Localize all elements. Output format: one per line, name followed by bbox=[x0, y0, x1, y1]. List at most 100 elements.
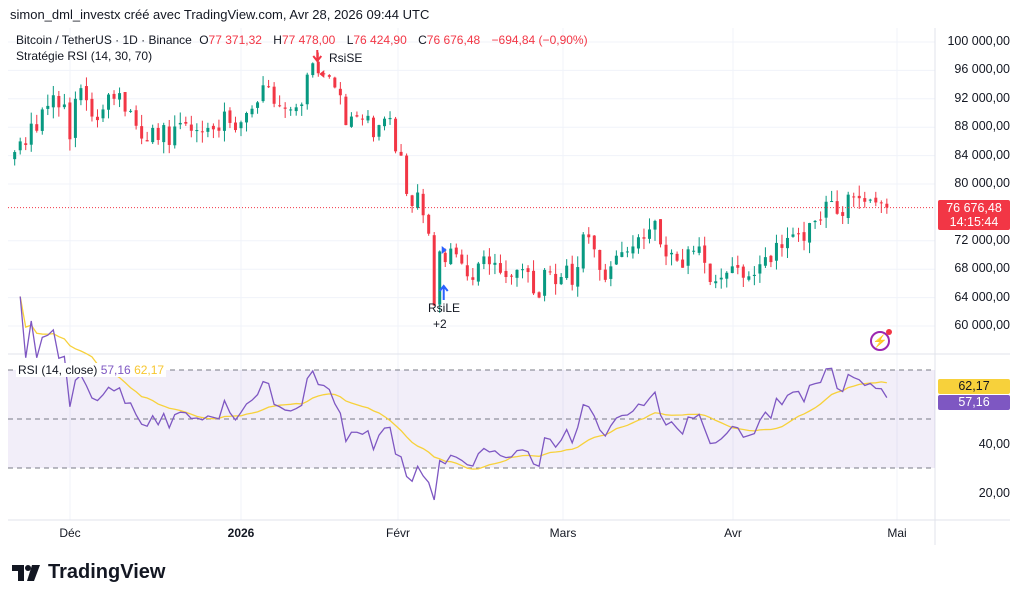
last-price-value: 76 676,48 bbox=[946, 201, 1002, 215]
lightning-alert-icon[interactable]: ⚡ bbox=[870, 329, 892, 351]
candle-body bbox=[327, 75, 331, 77]
candle-body bbox=[703, 245, 707, 263]
candle-body bbox=[211, 125, 215, 130]
candle-body bbox=[758, 264, 762, 274]
candle-body bbox=[868, 199, 872, 201]
candle-body bbox=[51, 95, 55, 108]
candle-body bbox=[587, 234, 591, 238]
high-value: 77 478,00 bbox=[281, 33, 336, 47]
candle-body bbox=[752, 274, 756, 277]
rsi-legend-value: 57,16 bbox=[100, 363, 131, 377]
candle-body bbox=[747, 276, 751, 280]
candle-body bbox=[543, 269, 547, 296]
candle-body bbox=[570, 263, 574, 285]
candle-body bbox=[405, 155, 409, 194]
candle-body bbox=[653, 220, 657, 230]
candle-body bbox=[79, 88, 83, 101]
candle-body bbox=[200, 131, 204, 133]
candle-body bbox=[598, 249, 602, 270]
candle-body bbox=[664, 244, 668, 257]
candle-body bbox=[178, 122, 182, 125]
time-label: Mars bbox=[549, 526, 577, 540]
notification-dot bbox=[886, 329, 892, 335]
candle-body bbox=[681, 259, 685, 268]
candle-body bbox=[785, 237, 789, 249]
candle-body bbox=[289, 109, 293, 111]
candle-body bbox=[162, 125, 166, 143]
candle-body bbox=[692, 250, 696, 252]
candle-body bbox=[272, 86, 276, 104]
candle-body bbox=[84, 86, 88, 101]
candle-body bbox=[134, 110, 138, 126]
candle-body bbox=[521, 269, 525, 271]
candle-body bbox=[383, 118, 387, 127]
price-axis-label: 96 000,00 bbox=[954, 62, 1010, 77]
candle-body bbox=[245, 113, 249, 123]
symbol-name[interactable]: Bitcoin / TetherUS · 1D · Binance bbox=[16, 33, 192, 47]
candle-body bbox=[780, 244, 784, 248]
candle-body bbox=[333, 77, 337, 88]
candle-body bbox=[283, 107, 287, 109]
candle-body bbox=[184, 121, 188, 124]
candle-body bbox=[278, 105, 282, 107]
candle-body bbox=[344, 96, 348, 126]
time-label: Avr bbox=[724, 526, 742, 540]
candle-body bbox=[852, 196, 856, 198]
candle-body bbox=[256, 102, 260, 108]
candle-body bbox=[129, 110, 133, 112]
candle-body bbox=[565, 265, 569, 279]
candle-body bbox=[841, 212, 845, 216]
candle-body bbox=[40, 109, 44, 131]
candle-body bbox=[366, 115, 370, 121]
candle-body bbox=[730, 266, 734, 274]
candle-body bbox=[123, 92, 127, 112]
candle-body bbox=[449, 248, 453, 265]
candle-body bbox=[471, 277, 475, 280]
candle-body bbox=[250, 108, 254, 115]
candle-body bbox=[493, 262, 497, 265]
candle-body bbox=[670, 252, 674, 255]
price-axis-label: 92 000,00 bbox=[954, 90, 1010, 105]
time-label: Mai bbox=[887, 526, 907, 540]
candle-body bbox=[863, 198, 867, 202]
candle-body bbox=[791, 234, 795, 237]
candle-body bbox=[714, 281, 718, 284]
rsi-axis-label: 40,00 bbox=[978, 437, 1010, 451]
tradingview-logo-icon bbox=[12, 564, 40, 581]
rsi-legend[interactable]: RSI (14, close) 57,16 62,17 bbox=[16, 363, 167, 377]
long-entry-marker-icon bbox=[441, 246, 447, 254]
close-value: 76 676,48 bbox=[426, 33, 481, 47]
candle-body bbox=[399, 151, 403, 156]
last-price-tag: 76 676,48 14:15:44 bbox=[938, 200, 1010, 230]
candle-body bbox=[151, 127, 155, 143]
long-entry-arrow-icon bbox=[438, 284, 449, 300]
candle-body bbox=[360, 118, 364, 120]
candle-body bbox=[548, 271, 552, 273]
tradingview-logo[interactable]: TradingView bbox=[12, 561, 165, 584]
rsi-value-tag: 57,16 bbox=[938, 395, 1010, 410]
price-axis-label: 88 000,00 bbox=[954, 119, 1010, 134]
rsi-ma-tag: 62,17 bbox=[938, 379, 1010, 394]
time-label: Févr bbox=[386, 526, 410, 540]
candle-body bbox=[261, 85, 265, 102]
candle-body bbox=[73, 98, 77, 138]
long-signal-label: RsiLE bbox=[428, 301, 461, 315]
candle-body bbox=[24, 143, 28, 145]
candle-body bbox=[294, 107, 298, 112]
low-label: L bbox=[346, 33, 354, 47]
candle-body bbox=[438, 251, 442, 305]
candle-body bbox=[526, 268, 530, 273]
candle-body bbox=[377, 125, 381, 137]
candle-body bbox=[763, 257, 767, 266]
candle-body bbox=[504, 270, 508, 278]
time-label: 2026 bbox=[227, 526, 255, 540]
candle-body bbox=[537, 292, 541, 298]
logo-text: TradingView bbox=[48, 561, 166, 583]
bar-countdown: 14:15:44 bbox=[949, 215, 999, 229]
candle-body bbox=[311, 63, 315, 76]
candle-body bbox=[625, 251, 629, 253]
candle-body bbox=[614, 255, 618, 265]
candle-body bbox=[509, 275, 513, 277]
strategy-legend[interactable]: Stratégie RSI (14, 30, 70) bbox=[16, 49, 153, 63]
